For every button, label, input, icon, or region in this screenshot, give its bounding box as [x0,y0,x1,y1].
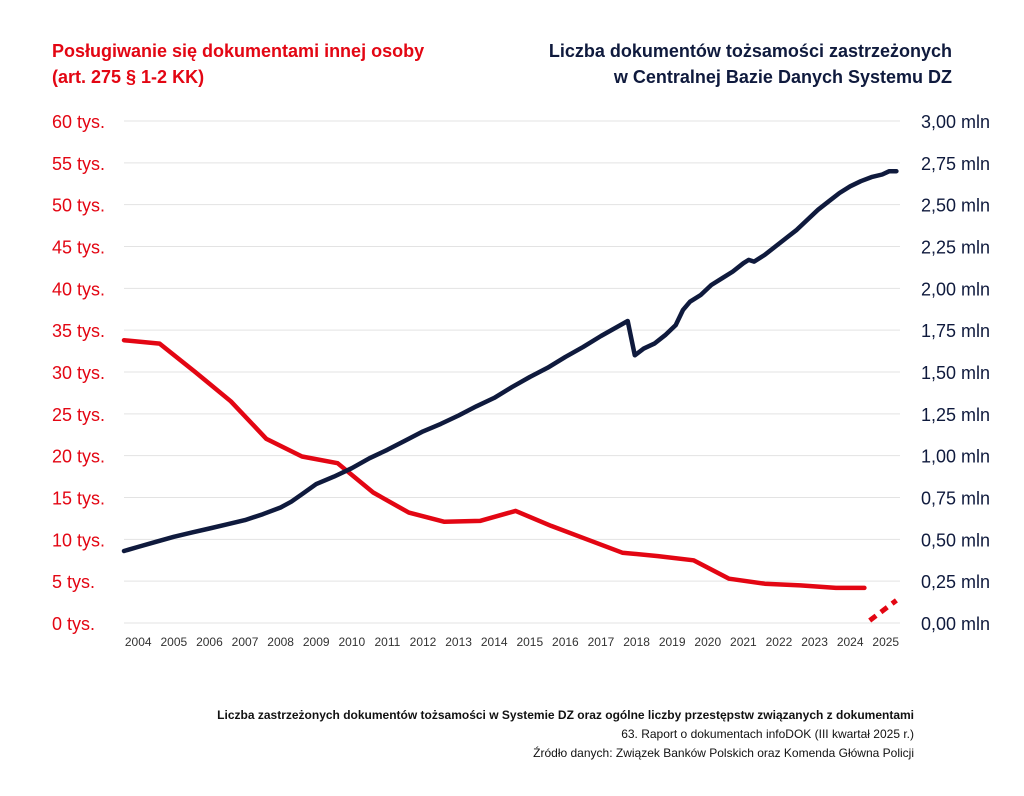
left-axis-tick-label: 30 tys. [52,363,105,383]
x-axis-tick-label: 2015 [516,635,543,649]
left-axis-tick-label: 40 tys. [52,279,105,299]
right-axis-tick-label: 3,00 mln [921,112,990,132]
left-axis-tick-label: 50 tys. [52,196,105,216]
left-axis-tick-label: 15 tys. [52,489,105,509]
x-axis-tick-label: 2020 [694,635,721,649]
right-axis-tick-label: 0,75 mln [921,489,990,509]
right-axis-tick-label: 2,25 mln [921,238,990,258]
right-axis-tick-label: 0,50 mln [921,530,990,550]
x-axis-tick-label: 2009 [303,635,330,649]
x-axis-tick-label: 2007 [232,635,259,649]
right-axis-tick-label: 1,00 mln [921,447,990,467]
right-axis-title-line2: w Centralnej Bazie Danych Systemu DZ [613,67,952,87]
left-axis-tick-label: 45 tys. [52,238,105,258]
x-axis-tick-label: 2011 [375,635,401,649]
left-axis-tick-label: 10 tys. [52,530,105,550]
x-axis-tick-label: 2017 [588,635,615,649]
right-axis-tick-label: 2,75 mln [921,154,990,174]
x-axis-tick-label: 2005 [160,635,187,649]
x-axis-tick-label: 2021 [730,635,757,649]
x-axis-tick-label: 2012 [410,635,437,649]
left-axis-tick-label: 0 tys. [52,614,95,634]
left-axis-tick-label: 25 tys. [52,405,105,425]
right-axis-title-line1: Liczba dokumentów tożsamości zastrzeżony… [548,41,952,61]
x-axis-tick-label: 2004 [125,635,152,649]
x-axis-tick-label: 2014 [481,635,508,649]
series-line-crimes [121,337,867,591]
series-line-estimate [868,598,898,623]
right-axis-tick-label: 0,00 mln [921,614,990,634]
left-axis-tick-label: 35 tys. [52,321,105,341]
left-axis-title-line1: Posługiwanie się dokumentami innej osoby [52,41,425,61]
right-axis-tick-label: 0,25 mln [921,572,990,592]
x-axis-tick-label: 2022 [766,635,793,649]
x-axis-tick-label: 2019 [659,635,686,649]
footer-source: Źródło danych: Związek Banków Polskich o… [533,746,914,760]
x-axis-tick-label: 2008 [267,635,294,649]
x-axis-tick-label: 2025 [872,635,899,649]
x-axis-tick-label: 2006 [196,635,223,649]
left-axis-title: Posługiwanie się dokumentami innej osoby… [52,38,472,90]
left-axis-tick-label: 60 tys. [52,112,105,132]
x-axis-tick-label: 2018 [623,635,650,649]
right-axis-tick-label: 1,50 mln [921,363,990,383]
right-axis-tick-label: 1,25 mln [921,405,990,425]
x-axis-tick-label: 2023 [801,635,828,649]
right-axis-tick-label: 1,75 mln [921,321,990,341]
left-axis-tick-label: 5 tys. [52,572,95,592]
right-axis-tick-label: 2,00 mln [921,279,990,299]
x-axis-tick-label: 2016 [552,635,579,649]
x-axis-tick-label: 2010 [338,635,365,649]
left-axis-tick-label: 20 tys. [52,447,105,467]
x-axis-tick-label: 2013 [445,635,472,649]
chart-footer: Liczba zastrzeżonych dokumentów tożsamoś… [217,706,914,763]
series-line-documents [121,168,899,554]
right-axis-tick-label: 2,50 mln [921,196,990,216]
footer-caption: Liczba zastrzeżonych dokumentów tożsamoś… [217,708,914,722]
footer-report: 63. Raport o dokumentach infoDOK (III kw… [621,727,914,741]
x-axis-tick-label: 2024 [837,635,864,649]
right-axis-title: Liczba dokumentów tożsamości zastrzeżony… [492,38,952,90]
left-axis-title-line2: (art. 275 § 1-2 KK) [52,67,205,87]
left-axis-tick-label: 55 tys. [52,154,105,174]
